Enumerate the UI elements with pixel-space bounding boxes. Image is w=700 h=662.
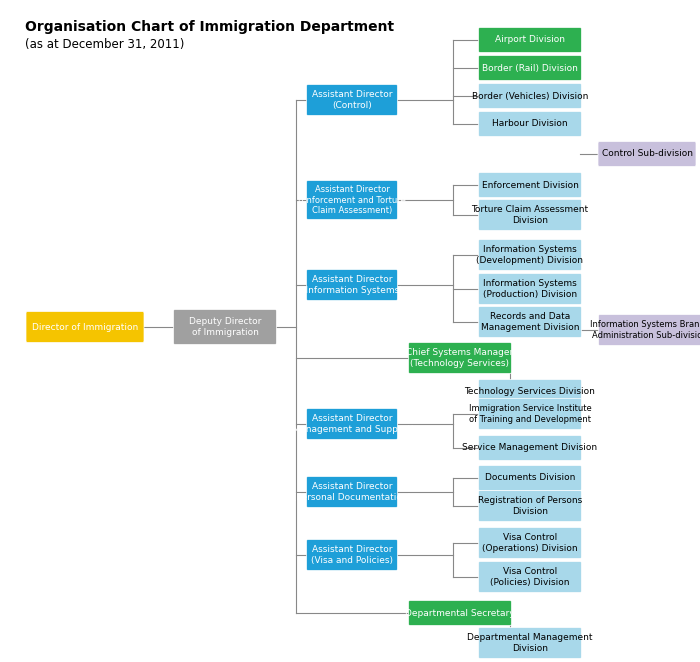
Text: Departmental Management
Division: Departmental Management Division [468, 634, 593, 653]
Text: Harbour Division: Harbour Division [492, 120, 568, 128]
Text: (as at December 31, 2011): (as at December 31, 2011) [25, 38, 184, 51]
Text: Information Systems Branch
Administration Sub-division: Information Systems Branch Administratio… [590, 320, 700, 340]
FancyBboxPatch shape [479, 111, 582, 136]
Text: Assistant Director
(Enforcement and Torture
Claim Assessment): Assistant Director (Enforcement and Tort… [298, 185, 406, 215]
Text: Information Systems
(Production) Division: Information Systems (Production) Divisio… [483, 279, 577, 299]
Text: Service Management Division: Service Management Division [463, 444, 598, 453]
FancyBboxPatch shape [479, 307, 582, 338]
Text: Director of Immigration: Director of Immigration [32, 322, 138, 332]
Text: Deputy Director
of Immigration: Deputy Director of Immigration [189, 317, 261, 337]
FancyBboxPatch shape [307, 540, 398, 571]
FancyBboxPatch shape [479, 628, 582, 659]
FancyBboxPatch shape [479, 273, 582, 305]
Text: Documents Division: Documents Division [485, 473, 575, 483]
Text: Airport Division: Airport Division [495, 36, 565, 44]
FancyBboxPatch shape [479, 399, 582, 430]
FancyBboxPatch shape [307, 181, 398, 220]
FancyBboxPatch shape [479, 56, 582, 81]
Text: Border (Rail) Division: Border (Rail) Division [482, 64, 578, 73]
Text: Assistant Director
(Control): Assistant Director (Control) [312, 90, 392, 110]
Text: Assistant Director
(Management and Support): Assistant Director (Management and Suppo… [289, 414, 414, 434]
FancyBboxPatch shape [479, 83, 582, 109]
FancyBboxPatch shape [307, 269, 398, 301]
Text: Chief Systems Manager
(Technology Services): Chief Systems Manager (Technology Servic… [407, 348, 514, 367]
FancyBboxPatch shape [479, 379, 582, 404]
Text: Information Systems
(Development) Division: Information Systems (Development) Divisi… [477, 246, 584, 265]
FancyBboxPatch shape [479, 240, 582, 271]
Text: Technology Services Division: Technology Services Division [465, 387, 596, 397]
Text: Departmental Secretary: Departmental Secretary [405, 608, 514, 618]
Text: Assistant Director
(Personal Documentation): Assistant Director (Personal Documentati… [293, 483, 411, 502]
FancyBboxPatch shape [174, 310, 276, 344]
Text: Torture Claim Assessment
Division: Torture Claim Assessment Division [471, 205, 589, 224]
FancyBboxPatch shape [307, 477, 398, 508]
FancyBboxPatch shape [479, 199, 582, 230]
FancyBboxPatch shape [479, 528, 582, 559]
Text: Registration of Persons
Division: Registration of Persons Division [478, 496, 582, 516]
Text: Border (Vehicles) Division: Border (Vehicles) Division [472, 91, 588, 101]
Text: Immigration Service Institute
of Training and Development: Immigration Service Institute of Trainin… [468, 404, 592, 424]
FancyBboxPatch shape [479, 491, 582, 522]
Text: Assistant Director
(Visa and Policies): Assistant Director (Visa and Policies) [311, 545, 393, 565]
Text: Visa Control
(Operations) Division: Visa Control (Operations) Division [482, 534, 578, 553]
FancyBboxPatch shape [479, 436, 582, 461]
FancyBboxPatch shape [26, 312, 144, 342]
FancyBboxPatch shape [479, 465, 582, 491]
Text: Records and Data
Management Division: Records and Data Management Division [481, 312, 580, 332]
Text: Enforcement Division: Enforcement Division [482, 181, 578, 189]
FancyBboxPatch shape [479, 173, 582, 197]
FancyBboxPatch shape [409, 600, 512, 626]
FancyBboxPatch shape [307, 408, 398, 440]
FancyBboxPatch shape [479, 561, 582, 592]
Text: Visa Control
(Policies) Division: Visa Control (Policies) Division [490, 567, 570, 587]
Text: Assistant Director
(Information Systems): Assistant Director (Information Systems) [302, 275, 402, 295]
FancyBboxPatch shape [598, 142, 696, 167]
Text: Control Sub-division: Control Sub-division [601, 150, 692, 158]
FancyBboxPatch shape [598, 314, 700, 346]
FancyBboxPatch shape [409, 342, 512, 373]
FancyBboxPatch shape [307, 85, 398, 115]
Text: Organisation Chart of Immigration Department: Organisation Chart of Immigration Depart… [25, 20, 394, 34]
FancyBboxPatch shape [479, 28, 582, 52]
